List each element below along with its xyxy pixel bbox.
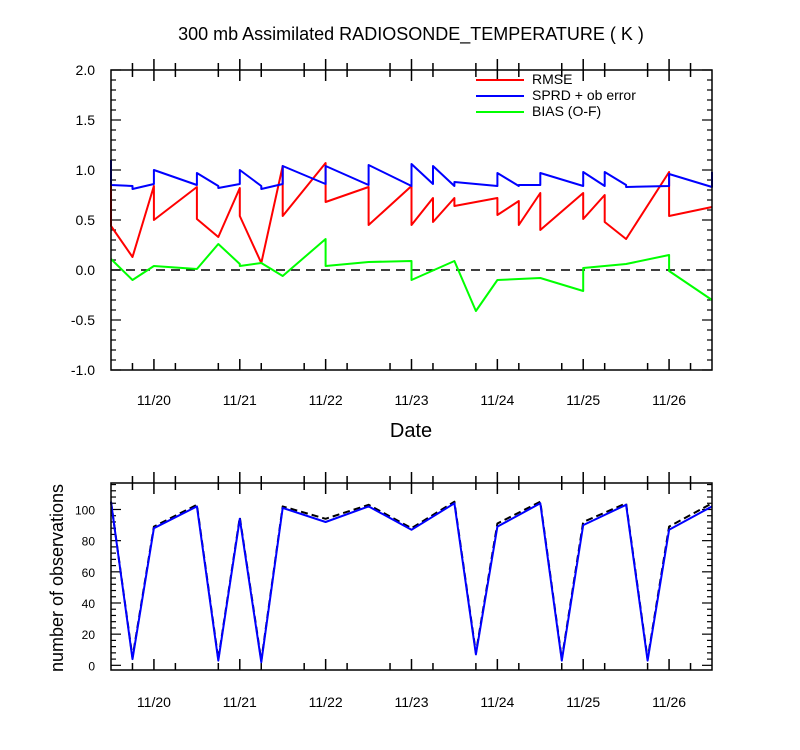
top-y-tick-labels: 2.0 1.5 1.0 0.5 0.0 -0.5 -1.0 bbox=[71, 62, 95, 378]
chart-title: 300 mb Assimilated RADIOSONDE_TEMPERATUR… bbox=[178, 24, 644, 45]
y-tick-label: 2.0 bbox=[76, 62, 96, 78]
top-series-lines bbox=[110, 160, 713, 312]
sprd-ob-error-line bbox=[110, 160, 713, 190]
x-tick-label: 11/26 bbox=[652, 392, 686, 408]
y-tick-label: 100 bbox=[75, 503, 95, 517]
y-tick-label: 1.0 bbox=[76, 162, 96, 178]
bottom-series-lines bbox=[110, 500, 713, 664]
legend-label-bias-o-f: BIAS (O-F) bbox=[532, 103, 601, 119]
bias-o-f-line bbox=[110, 238, 713, 312]
x-tick-label: 11/24 bbox=[480, 694, 514, 710]
bottom-plot-frame bbox=[110, 482, 713, 671]
x-tick-label: 11/25 bbox=[566, 694, 600, 710]
observations-assimilated-line bbox=[110, 501, 713, 664]
rmse-line bbox=[110, 162, 713, 264]
y-axis-label: number of observations bbox=[47, 484, 67, 672]
top-panel: 300 mb Assimilated RADIOSONDE_TEMPERATUR… bbox=[71, 24, 713, 442]
x-tick-label: 11/26 bbox=[652, 694, 686, 710]
y-tick-label: 0.0 bbox=[76, 262, 96, 278]
y-tick-label: 0 bbox=[88, 659, 95, 673]
x-tick-label: 11/24 bbox=[480, 392, 514, 408]
x-tick-label: 11/22 bbox=[309, 392, 343, 408]
x-tick-label: 11/20 bbox=[137, 392, 171, 408]
y-tick-label: 0.5 bbox=[76, 212, 96, 228]
top-x-tick-labels: 11/20 11/21 11/22 11/23 11/24 11/25 11/26 bbox=[137, 392, 686, 408]
observations-possible-line bbox=[110, 500, 713, 662]
legend-label-sprd-ob-error: SPRD + ob error bbox=[532, 87, 636, 103]
bottom-y-tick-labels: 100 80 60 40 20 0 bbox=[75, 503, 95, 673]
y-tick-label: 20 bbox=[82, 628, 96, 642]
x-tick-label: 11/20 bbox=[137, 694, 171, 710]
x-axis-label: Date bbox=[390, 420, 432, 442]
x-tick-label: 11/23 bbox=[395, 392, 429, 408]
x-tick-label: 11/25 bbox=[566, 392, 600, 408]
legend-label-rmse: RMSE bbox=[532, 71, 572, 87]
bottom-x-tick-labels: 11/20 11/21 11/22 11/23 11/24 11/25 11/26 bbox=[137, 694, 686, 710]
x-tick-label: 11/21 bbox=[223, 392, 257, 408]
top-plot-frame bbox=[110, 69, 713, 371]
x-tick-label: 11/21 bbox=[223, 694, 257, 710]
y-tick-label: -1.0 bbox=[71, 362, 95, 378]
y-tick-label: 40 bbox=[82, 597, 96, 611]
y-tick-label: 60 bbox=[82, 566, 96, 580]
y-tick-label: -0.5 bbox=[71, 312, 95, 328]
x-tick-label: 11/23 bbox=[395, 694, 429, 710]
bottom-axis-ticks bbox=[111, 472, 712, 670]
y-tick-label: 80 bbox=[82, 535, 96, 549]
x-tick-label: 11/22 bbox=[309, 694, 343, 710]
y-tick-label: 1.5 bbox=[76, 112, 96, 128]
